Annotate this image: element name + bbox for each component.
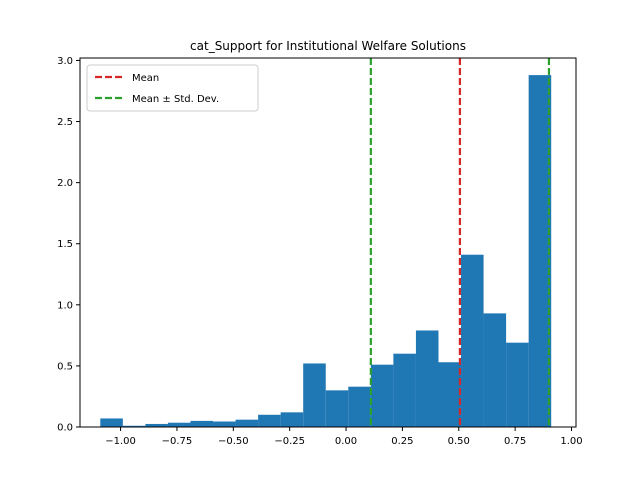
histogram-bar <box>370 364 394 427</box>
x-tick-label: 0.50 <box>448 436 470 447</box>
axes-layer: −1.00 −0.75 −0.50 −0.25 0.00 0.25 0.50 0.75 1.00… <box>57 56 583 447</box>
y-tick-label: 3.0 <box>57 56 73 67</box>
histogram-bar <box>461 254 484 427</box>
histogram-bar <box>415 330 439 427</box>
histogram-bar <box>258 414 281 427</box>
histogram-bar <box>235 419 259 427</box>
x-tick-label: 0.75 <box>504 436 526 447</box>
histogram-bar <box>303 363 326 427</box>
histogram-bar <box>100 418 123 427</box>
histogram-bar <box>348 386 371 427</box>
y-tick-label: 0.0 <box>57 423 73 434</box>
y-tick-label: 0.5 <box>57 361 73 372</box>
y-tick-label: 2.5 <box>57 117 73 128</box>
bars-layer <box>100 75 552 428</box>
histogram-bar <box>280 412 304 427</box>
y-tick-label: 2.0 <box>57 178 73 189</box>
histogram-bar <box>506 342 529 427</box>
histogram-bar <box>190 420 214 427</box>
histogram-bar <box>528 75 552 428</box>
x-tick-label: −0.75 <box>162 436 193 447</box>
x-tick-label: −1.00 <box>105 436 136 447</box>
x-tick-label: −0.25 <box>274 436 305 447</box>
legend-label: Mean ± Std. Dev. <box>132 94 219 105</box>
histogram-bar <box>325 390 349 427</box>
legend-label: Mean <box>132 73 159 84</box>
plot-frame <box>79 57 577 428</box>
x-tick-label: 0.00 <box>335 436 357 447</box>
histogram-bar <box>167 422 191 427</box>
y-tick-label: 1.5 <box>57 239 73 250</box>
histogram-bar <box>483 313 507 427</box>
histogram-bar <box>145 423 168 427</box>
x-tick-label: −0.50 <box>218 436 249 447</box>
histogram-bar <box>122 425 146 427</box>
histogram-bar <box>438 362 462 427</box>
y-tick-label: 1.0 <box>57 300 73 311</box>
chart-title: cat_Support for Institutional Welfare So… <box>190 39 466 53</box>
legend-box <box>86 64 259 112</box>
histogram-bar <box>213 421 236 427</box>
reference-lines-layer <box>369 58 551 427</box>
x-tick-label: 1.00 <box>560 436 582 447</box>
x-tick-label: 0.25 <box>391 436 413 447</box>
histogram-bar <box>393 353 416 427</box>
legend: Mean Mean ± Std. Dev. <box>86 64 259 112</box>
